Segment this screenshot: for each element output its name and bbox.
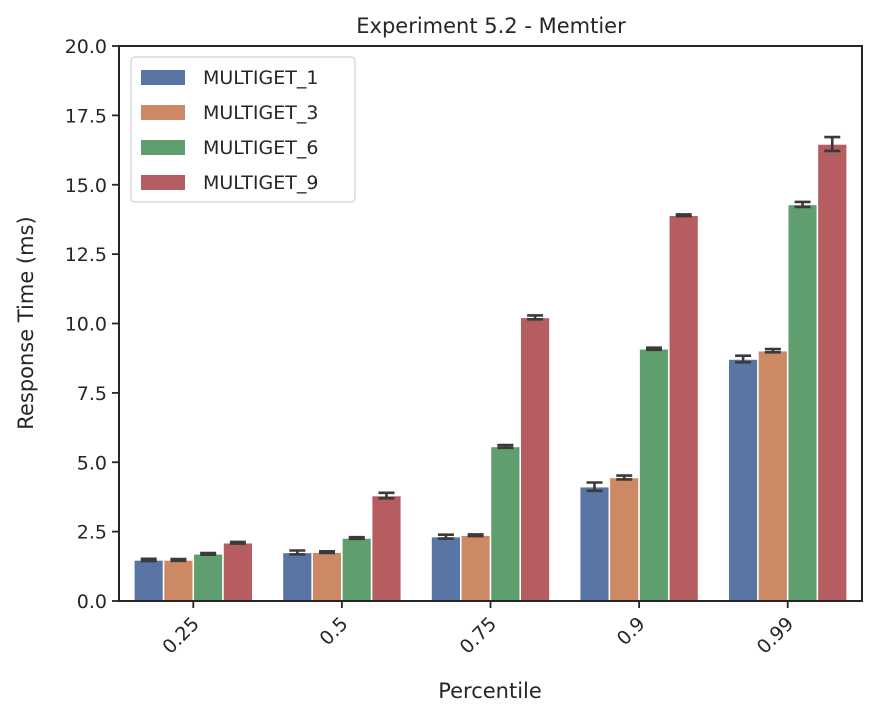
legend: MULTIGET_1 MULTIGET_3 MULTIGET_6 MULTIGET_9	[130, 56, 356, 203]
bar-multiget_1-0.99	[727, 358, 759, 602]
bar-multiget_1-0.25	[133, 559, 165, 602]
y-tick-label: 20.0	[65, 36, 107, 58]
y-tick-label: 17.5	[65, 105, 107, 127]
legend-swatch-multiget_3	[141, 105, 185, 120]
error-bar-multiget_9-0.99	[824, 135, 841, 153]
y-axis: 0.0 2.5 5.0 7.5 10.0 12.5 15.0 17.5 20.0	[65, 36, 119, 613]
legend-label-multiget_9: MULTIGET_9	[203, 172, 318, 194]
error-bar-multiget_1-0.9	[586, 481, 603, 493]
bar-multiget_6-0.9	[638, 348, 670, 602]
error-bar-multiget_9-0.75	[527, 314, 544, 321]
y-tick-label: 15.0	[65, 175, 107, 197]
error-bar-multiget_3-0.25	[170, 557, 187, 563]
error-bar-multiget_3-0.75	[467, 533, 484, 538]
bar-multiget_9-0.9	[668, 214, 700, 602]
y-tick-label: 5.0	[77, 452, 107, 474]
legend-swatch-multiget_1	[141, 70, 185, 85]
bar-multiget_6-0.99	[786, 203, 819, 602]
error-bar-multiget_6-0.5	[348, 535, 365, 541]
bar-multiget_1-0.9	[578, 485, 611, 602]
error-bar-multiget_3-0.9	[616, 474, 633, 481]
y-tick-label: 10.0	[65, 314, 107, 336]
error-bars-layer	[140, 135, 841, 563]
bar-multiget_3-0.5	[311, 551, 343, 602]
x-tick-label: 0.25	[158, 613, 203, 658]
error-bar-multiget_3-0.99	[764, 347, 781, 354]
legend-label-multiget_6: MULTIGET_6	[203, 137, 318, 159]
bar-multiget_6-0.25	[192, 553, 224, 602]
error-bar-multiget_1-0.75	[437, 533, 454, 540]
x-tick-label: 0.9	[613, 613, 650, 650]
error-bar-multiget_6-0.75	[497, 443, 514, 450]
x-axis-label: Percentile	[438, 679, 542, 703]
bars-layer	[133, 143, 848, 602]
chart-title: Experiment 5.2 - Memtier	[356, 14, 626, 38]
error-bar-multiget_6-0.25	[200, 551, 217, 556]
error-bar-multiget_9-0.5	[378, 491, 395, 500]
y-tick-label: 12.5	[65, 244, 107, 266]
error-bar-multiget_3-0.5	[319, 550, 336, 555]
x-tick-label: 0.5	[316, 613, 353, 650]
error-bar-multiget_6-0.9	[645, 346, 662, 352]
x-tick-label: 0.99	[753, 613, 798, 658]
legend-swatch-multiget_6	[141, 140, 185, 155]
y-tick-label: 7.5	[77, 383, 107, 405]
bar-multiget_6-0.75	[489, 445, 521, 602]
x-tick-label: 0.75	[456, 613, 501, 658]
error-bar-multiget_1-0.5	[289, 549, 306, 556]
x-axis: 0.25 0.5 0.75 0.9 0.99	[158, 601, 798, 658]
y-tick-label: 0.0	[77, 591, 107, 613]
bar-multiget_3-0.25	[162, 559, 195, 602]
bar-multiget_3-0.75	[460, 534, 492, 602]
error-bar-multiget_9-0.9	[675, 213, 692, 218]
legend-label-multiget_1: MULTIGET_1	[203, 67, 318, 89]
y-axis-label: Response Time (ms)	[14, 216, 38, 429]
bar-multiget_3-0.9	[608, 476, 640, 602]
legend-box	[130, 56, 356, 203]
error-bar-multiget_1-0.25	[140, 557, 157, 563]
bar-multiget_9-0.75	[519, 316, 551, 602]
bar-multiget_9-0.5	[370, 494, 403, 602]
bar-multiget_9-0.99	[816, 143, 848, 602]
bar-multiget_6-0.5	[341, 537, 373, 602]
legend-label-multiget_3: MULTIGET_3	[203, 102, 318, 124]
bar-multiget_1-0.5	[281, 551, 313, 602]
bar-multiget_3-0.99	[757, 349, 789, 602]
error-bar-multiget_1-0.99	[735, 354, 752, 364]
bar-multiget_1-0.75	[430, 535, 462, 602]
error-bar-multiget_9-0.25	[229, 540, 246, 545]
y-tick-label: 2.5	[77, 522, 107, 544]
legend-swatch-multiget_9	[141, 175, 185, 190]
bar-multiget_9-0.25	[222, 541, 254, 602]
error-bar-multiget_6-0.99	[794, 200, 811, 209]
